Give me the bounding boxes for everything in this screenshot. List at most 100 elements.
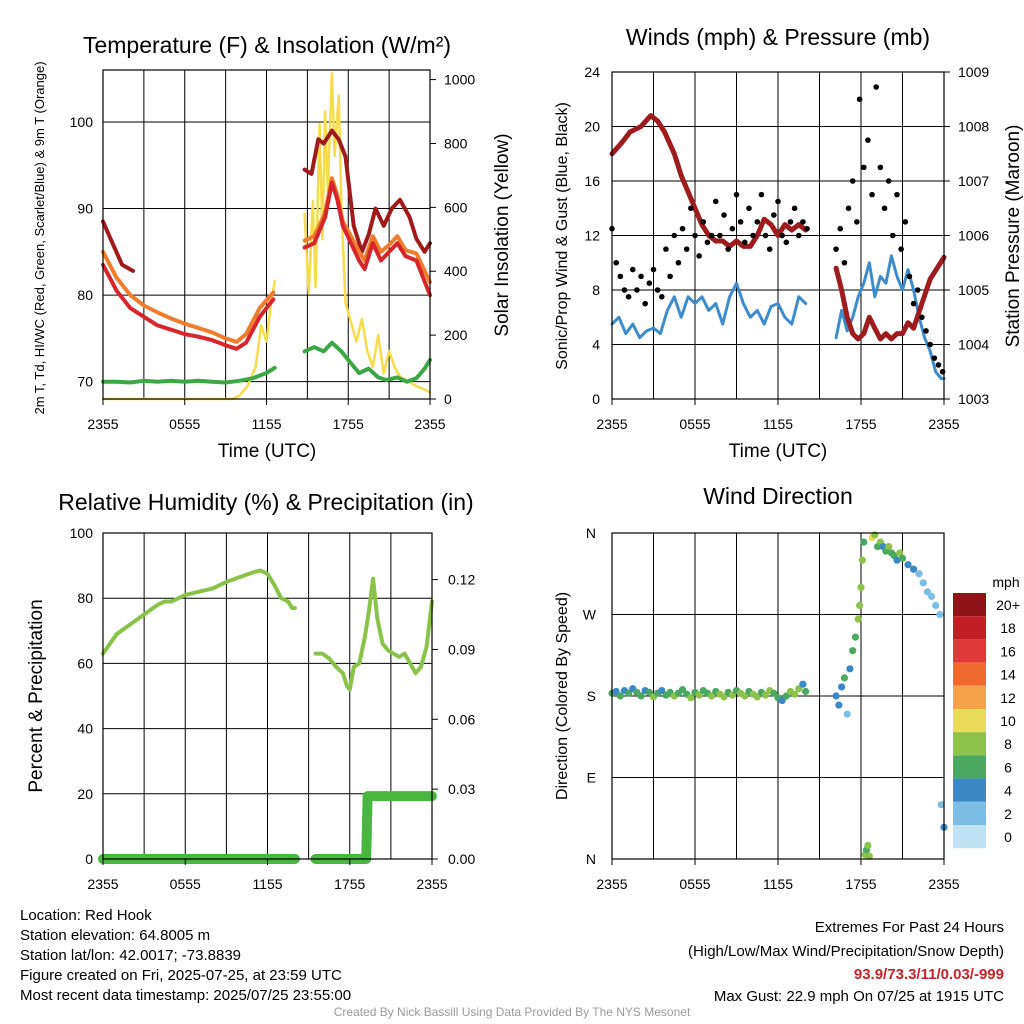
y-tick-label: 0 — [592, 391, 600, 407]
gust-point — [771, 212, 777, 218]
y-tick-label: 24 — [584, 64, 600, 80]
gust-point — [746, 205, 752, 212]
gust-point — [766, 246, 773, 252]
legend-swatch — [953, 778, 986, 802]
gust-point — [613, 259, 619, 266]
winds-panel-title: Winds (mph) & Pressure (mb) — [626, 24, 930, 50]
max-gust: Max Gust: 22.9 mph On 07/25 at 1915 UTC — [713, 988, 1004, 1005]
y-tick-label: W — [583, 607, 597, 623]
temperature-x-label: Time (UTC) — [218, 441, 317, 462]
direction-point — [936, 610, 944, 619]
gust-point — [795, 232, 802, 239]
gust-point — [629, 266, 636, 273]
x-tick-label: 2355 — [414, 416, 445, 432]
gust-point — [783, 239, 790, 246]
y-tick-label: 80 — [77, 590, 93, 606]
gust-point — [881, 205, 888, 212]
gust-point — [865, 137, 871, 143]
direction-point — [678, 686, 687, 694]
gust-point — [638, 273, 644, 280]
gust-point — [737, 219, 744, 225]
legend-swatch — [953, 685, 986, 709]
y-tick-label: 90 — [77, 201, 93, 217]
direction-point — [799, 680, 807, 688]
direction-point — [864, 841, 872, 850]
credit-line: Created By Nick Bassill Using Data Provi… — [333, 1005, 691, 1019]
direction-point — [708, 692, 716, 700]
direction-point — [832, 692, 840, 700]
legend-swatch — [953, 755, 986, 779]
y2-tick-label: 1003 — [958, 391, 989, 407]
x-tick-label: 2355 — [596, 416, 627, 432]
extremes-title: Extremes For Past 24 Hours — [814, 919, 1004, 936]
direction-point — [625, 689, 633, 697]
pressure-y-label: Station Pressure (Maroon) — [1003, 125, 1024, 348]
y-tick-label: 100 — [70, 525, 94, 541]
legend-label: 14 — [1000, 667, 1016, 683]
x-tick-label: 2355 — [928, 876, 959, 892]
direction-point — [860, 538, 868, 546]
station-elevation: Station elevation: 64.8005 m — [20, 927, 211, 944]
gust-point — [679, 225, 686, 232]
direction-point — [898, 554, 907, 562]
direction-point — [687, 694, 695, 702]
y-tick-label: E — [587, 770, 596, 786]
direction-point — [637, 692, 645, 700]
legend-label: 12 — [1000, 690, 1016, 706]
gust-point — [856, 96, 863, 103]
y2-tick-label: 1007 — [958, 173, 989, 189]
y2-tick-label: 800 — [444, 135, 468, 151]
direction-point — [795, 685, 803, 693]
wind-direction-panel-title: Wind Direction — [703, 483, 853, 509]
y-tick-label: 4 — [592, 337, 600, 353]
station-location: Location: Red Hook — [20, 907, 152, 924]
y2-tick-label: 1005 — [958, 282, 989, 298]
x-tick-label: 1155 — [763, 876, 793, 892]
y2-tick-label: 200 — [444, 327, 468, 343]
gust-point — [927, 341, 933, 348]
y-tick-label: 0 — [85, 851, 93, 867]
x-tick-label: 0555 — [679, 416, 710, 432]
direction-point — [915, 570, 923, 578]
winds-panel: Winds (mph) & Pressure (mb) 2355 0555 1155… — [554, 24, 1024, 462]
y2-tick-label: 0 — [444, 391, 452, 407]
direction-point — [919, 579, 927, 587]
gust-point — [894, 191, 900, 198]
gust-point — [775, 198, 781, 205]
gust-point — [654, 287, 661, 293]
legend-label: 20+ — [996, 597, 1020, 613]
gust-point — [910, 300, 917, 307]
series-line-3 — [101, 340, 432, 385]
gust-point — [688, 205, 694, 212]
series-line-0 — [101, 180, 432, 351]
direction-point — [791, 690, 799, 698]
x-tick-label: 2355 — [596, 876, 627, 892]
legend-title: mph — [992, 574, 1019, 590]
direction-point — [843, 710, 851, 718]
gust-point — [931, 355, 938, 361]
direction-point — [932, 601, 940, 610]
y-tick-label: 16 — [584, 173, 600, 189]
legend-swatch — [953, 709, 986, 733]
direction-point — [854, 615, 862, 623]
gust-point — [804, 225, 810, 232]
x-tick-label: 0555 — [169, 416, 200, 432]
humidity-y-label: Percent & Precipitation — [26, 599, 47, 792]
y2-tick-label: 0.03 — [448, 781, 475, 797]
direction-point — [923, 588, 932, 596]
gust-point — [877, 164, 884, 171]
direction-point — [927, 592, 936, 600]
direction-point — [728, 691, 736, 699]
legend-label: 6 — [1004, 759, 1012, 775]
y2-tick-label: 1008 — [958, 119, 989, 135]
legend-swatch — [953, 593, 986, 617]
series-line-2 — [101, 128, 432, 273]
x-tick-label: 1155 — [252, 876, 282, 892]
legend-label: 4 — [1004, 783, 1012, 799]
gust-point — [902, 219, 909, 225]
direction-point — [802, 687, 810, 696]
wind-speed-legend: mph 20+ 18 16 14 12 10 8 6 4 2 0 — [953, 574, 1020, 849]
gust-point — [898, 246, 904, 252]
legend-swatch — [953, 662, 986, 686]
direction-point — [838, 683, 846, 691]
